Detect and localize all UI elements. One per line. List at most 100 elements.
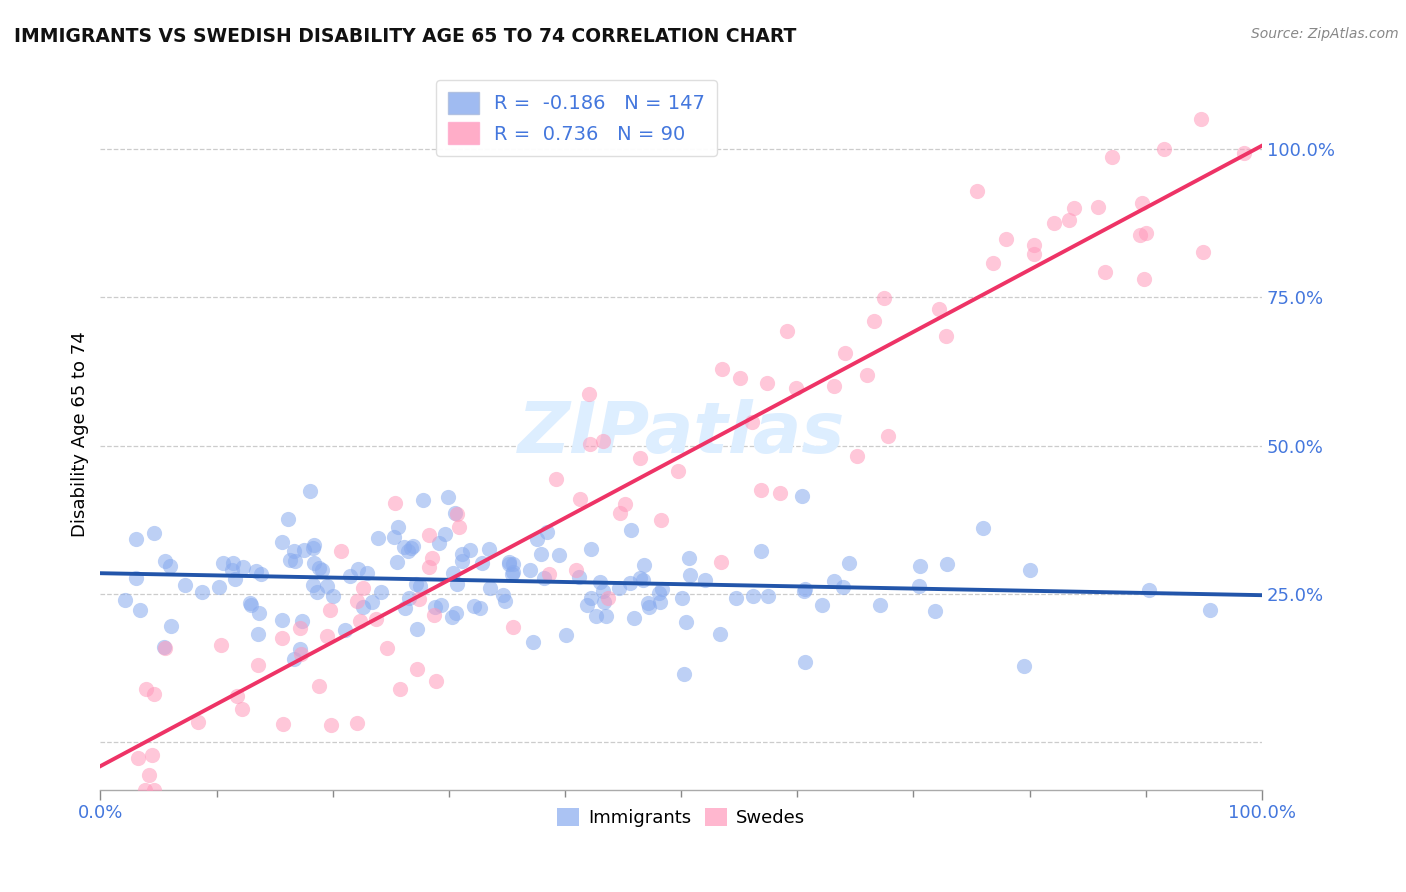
- Point: [418, 560, 440, 574]
- Point: [160, 619, 183, 633]
- Point: [308, 679, 330, 693]
- Point: [441, 566, 464, 580]
- Point: [1022, 238, 1045, 252]
- Point: [125, 571, 148, 585]
- Point: [245, 564, 267, 578]
- Point: [225, 689, 247, 703]
- Point: [1057, 213, 1080, 227]
- Point: [592, 434, 614, 448]
- Point: [239, 596, 262, 610]
- Point: [142, 687, 165, 701]
- Point: [1087, 200, 1109, 214]
- Point: [709, 555, 731, 569]
- Point: [153, 640, 176, 655]
- Point: [579, 541, 602, 556]
- Point: [159, 559, 181, 574]
- Point: [935, 329, 957, 343]
- Point: [533, 571, 555, 585]
- Point: [446, 577, 468, 591]
- Point: [785, 381, 807, 395]
- Point: [741, 589, 763, 603]
- Point: [478, 541, 501, 556]
- Y-axis label: Disability Age 65 to 74: Disability Age 65 to 74: [72, 331, 89, 537]
- Point: [271, 717, 294, 731]
- Point: [247, 607, 270, 621]
- Point: [222, 556, 245, 570]
- Point: [250, 566, 273, 581]
- Point: [592, 583, 614, 598]
- Point: [623, 611, 645, 625]
- Point: [212, 556, 235, 570]
- Point: [619, 576, 641, 591]
- Point: [346, 562, 368, 576]
- Point: [290, 647, 312, 661]
- Point: [375, 641, 398, 656]
- Text: IMMIGRANTS VS SWEDISH DISABILITY AGE 65 TO 74 CORRELATION CHART: IMMIGRANTS VS SWEDISH DISABILITY AGE 65 …: [14, 27, 796, 45]
- Point: [304, 539, 326, 553]
- Point: [134, 783, 156, 797]
- Point: [1137, 582, 1160, 597]
- Point: [522, 634, 544, 648]
- Point: [907, 579, 929, 593]
- Point: [135, 681, 157, 696]
- Point: [346, 716, 368, 731]
- Point: [308, 561, 330, 575]
- Point: [877, 428, 900, 442]
- Point: [153, 554, 176, 568]
- Point: [596, 591, 619, 606]
- Point: [322, 589, 344, 603]
- Point: [437, 490, 460, 504]
- Point: [668, 464, 690, 478]
- Point: [502, 557, 524, 571]
- Point: [125, 532, 148, 546]
- Point: [749, 483, 772, 497]
- Point: [138, 768, 160, 782]
- Point: [420, 551, 443, 566]
- Point: [502, 566, 524, 580]
- Point: [277, 511, 299, 525]
- Point: [793, 656, 815, 670]
- Point: [468, 601, 491, 615]
- Point: [271, 535, 294, 549]
- Point: [398, 591, 420, 606]
- Point: [578, 387, 600, 401]
- Point: [832, 581, 855, 595]
- Point: [1233, 145, 1256, 160]
- Point: [349, 614, 371, 628]
- Point: [981, 255, 1004, 269]
- Point: [370, 584, 392, 599]
- Point: [1063, 201, 1085, 215]
- Point: [1199, 603, 1222, 617]
- Point: [936, 557, 959, 571]
- Point: [302, 541, 325, 555]
- Point: [352, 599, 374, 614]
- Point: [579, 591, 602, 606]
- Point: [633, 573, 655, 587]
- Point: [568, 492, 591, 507]
- Point: [675, 615, 697, 629]
- Point: [709, 627, 731, 641]
- Point: [966, 184, 988, 198]
- Point: [544, 472, 567, 486]
- Point: [208, 580, 231, 594]
- Point: [793, 584, 815, 599]
- Point: [679, 568, 702, 582]
- Point: [1024, 247, 1046, 261]
- Point: [247, 627, 270, 641]
- Point: [315, 579, 337, 593]
- Point: [1133, 272, 1156, 286]
- Point: [396, 544, 419, 558]
- Point: [502, 620, 524, 634]
- Point: [628, 450, 651, 465]
- Point: [425, 674, 447, 689]
- Point: [592, 595, 614, 609]
- Point: [755, 376, 778, 390]
- Point: [441, 609, 464, 624]
- Point: [1043, 216, 1066, 230]
- Point: [232, 559, 254, 574]
- Point: [1192, 245, 1215, 260]
- Point: [838, 556, 860, 570]
- Point: [444, 606, 467, 620]
- Point: [595, 609, 617, 624]
- Point: [607, 581, 630, 595]
